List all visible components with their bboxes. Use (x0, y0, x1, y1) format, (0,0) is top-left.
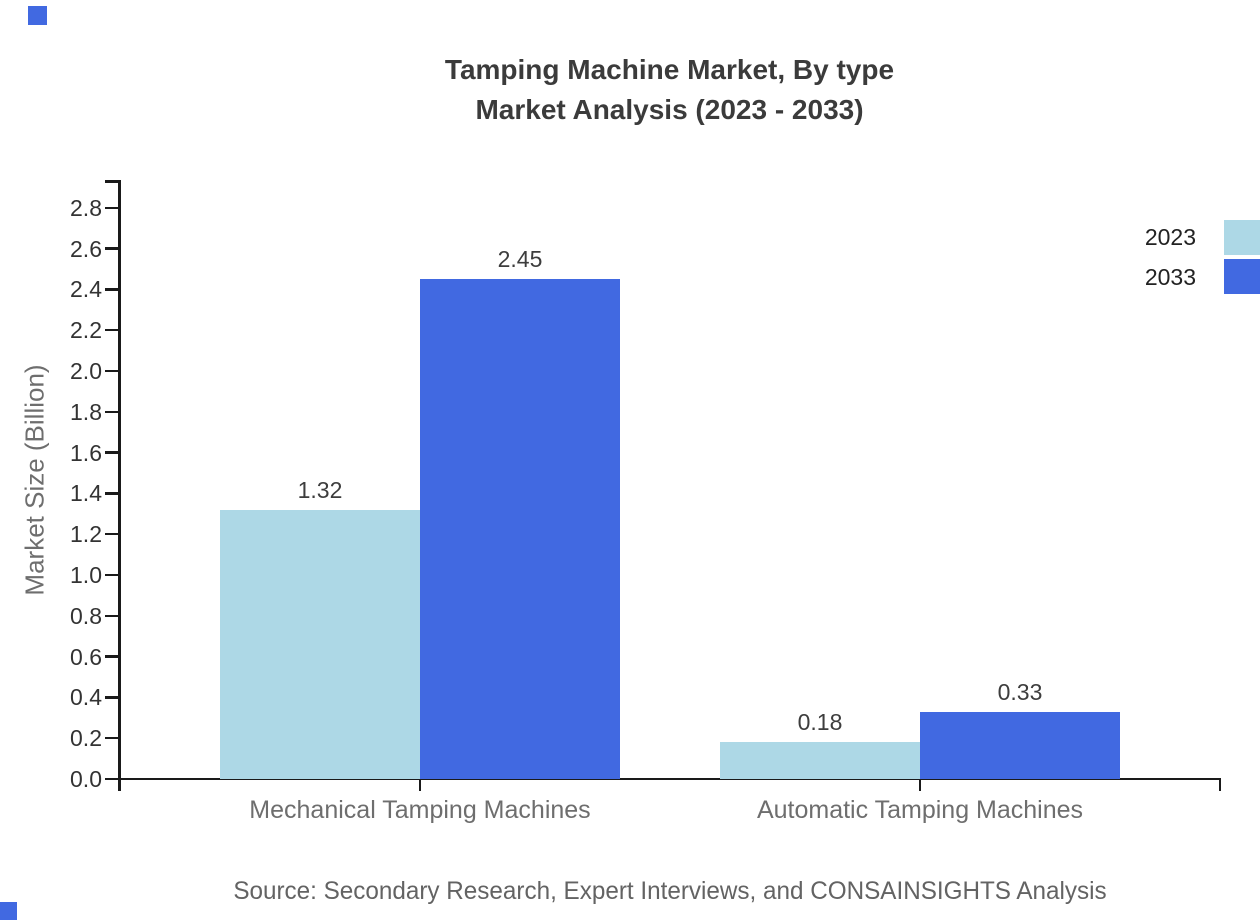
bar-2033-1 (920, 711, 1120, 779)
chart-title: Tamping Machine Market, By type Market A… (118, 50, 1221, 130)
legend-swatch-2033 (1224, 259, 1260, 294)
y-tick-mark (105, 532, 118, 536)
x-tick-mark (418, 779, 422, 791)
y-axis-top-cap (105, 180, 118, 183)
bar-2023-0 (220, 509, 420, 779)
y-tick-label: 1.6 (70, 439, 102, 466)
y-tick-label: 2.6 (70, 235, 102, 262)
legend-label-2033: 2033 (1144, 264, 1196, 290)
bar-value-2033-0: 2.45 (497, 246, 543, 273)
x-axis-line (118, 777, 1221, 780)
y-tick-mark (105, 614, 118, 618)
y-tick-label: 0.8 (70, 602, 102, 629)
y-axis-line (118, 180, 121, 791)
y-tick-mark (105, 369, 118, 373)
bar-2023-1 (720, 742, 920, 779)
y-tick-mark (105, 288, 118, 291)
y-tick-label: 2.8 (70, 194, 102, 221)
y-tick-mark (105, 328, 118, 332)
y-tick-label: 1.8 (70, 398, 102, 425)
y-tick-label: 0.4 (70, 684, 102, 711)
x-category-label: Automatic Tamping Machines (756, 796, 1084, 824)
x-tick-mark (918, 779, 922, 791)
y-tick-mark (105, 206, 118, 210)
y-tick-mark (105, 777, 118, 781)
bar-value-2023-1: 0.18 (797, 709, 843, 736)
y-tick-label: 0.0 (70, 766, 102, 792)
x-category-label: Mechanical Tamping Machines (249, 796, 591, 824)
chart-title-line1: Tamping Machine Market, By type (444, 54, 895, 85)
artifact-square-top-left (28, 6, 47, 25)
source-note: Source: Secondary Research, Expert Inter… (233, 877, 1107, 905)
y-tick-mark (105, 736, 118, 740)
artifact-square-bottom-left (0, 902, 17, 920)
bar-value-2023-0: 1.32 (297, 476, 343, 503)
y-tick-label: 2.4 (70, 276, 102, 303)
y-tick-mark (105, 410, 118, 414)
y-tick-mark (105, 573, 118, 577)
y-tick-mark (105, 451, 118, 454)
y-tick-label: 1.0 (70, 562, 102, 588)
y-tick-mark (105, 492, 118, 495)
y-tick-mark (105, 655, 118, 658)
bar-2033-0 (420, 279, 620, 779)
y-tick-mark (105, 696, 118, 699)
chart-title-line2: Market Analysis (2023 - 2033) (475, 94, 864, 125)
legend-label-2023: 2023 (1144, 224, 1196, 250)
y-tick-label: 2.0 (70, 358, 102, 384)
y-tick-label: 2.2 (70, 317, 102, 344)
y-tick-label: 0.6 (70, 643, 102, 670)
y-tick-label: 0.2 (70, 725, 102, 752)
bar-value-2033-1: 0.33 (997, 678, 1043, 705)
y-tick-mark (105, 247, 118, 250)
legend-swatch-2023 (1224, 220, 1260, 255)
y-tick-label: 1.4 (70, 480, 102, 507)
x-axis-end-tick (1218, 779, 1221, 791)
y-tick-label: 1.2 (70, 521, 102, 548)
